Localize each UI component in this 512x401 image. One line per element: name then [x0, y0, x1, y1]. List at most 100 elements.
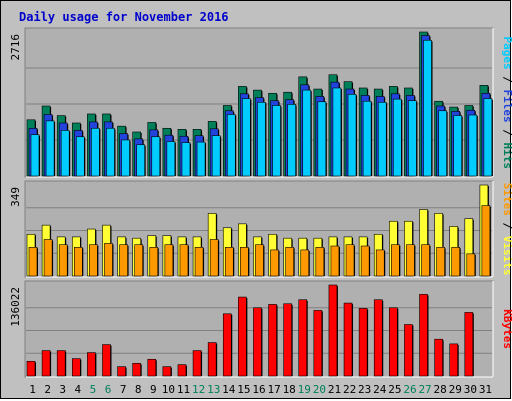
bar-kbytes-day-22 [343, 302, 353, 377]
bar-kbytes-day-12 [192, 350, 202, 377]
bar-sites-day-30 [466, 253, 476, 277]
panel-pages-files-hits: 2716 Pages / Files / Hits [9, 27, 512, 178]
x-tick-label: 14 [222, 383, 236, 396]
bar-sites-day-23 [360, 245, 370, 277]
bar-sites-day-6 [104, 243, 113, 277]
bar-sites-day-17 [270, 249, 279, 277]
bar-pages-day-18 [287, 104, 296, 177]
x-tick-label: 9 [150, 383, 157, 396]
bar-kbytes-day-6 [102, 344, 111, 377]
bar-kbytes-day-17 [268, 304, 277, 377]
x-tick-label: 16 [252, 383, 265, 396]
bar-kbytes-day-21 [328, 284, 338, 377]
bar-pages-day-30 [468, 114, 478, 177]
bar-sites-day-5 [89, 244, 98, 277]
bar-kbytes-day-18 [283, 303, 292, 377]
bar-kbytes-day-28 [434, 338, 443, 377]
bar-pages-day-16 [257, 102, 266, 177]
bar-pages-day-5 [91, 127, 100, 177]
panel-visits-sites: 349 Sites / Visits [9, 180, 512, 278]
bar-sites-day-12 [194, 247, 204, 277]
bar-kbytes-day-15 [238, 296, 247, 377]
bar-sites-day-19 [300, 249, 310, 277]
bar-sites-day-22 [345, 244, 355, 277]
bar-pages-day-27 [423, 39, 432, 177]
bar-kbytes-day-10 [162, 366, 172, 377]
bar-pages-day-8 [136, 144, 145, 177]
bar-sites-day-15 [240, 247, 249, 277]
x-axis: 1 2 3 4 5 6 7 8 9 10 11 12 13 14 15 16 17 18 19 20 21 22 23 24 2… [29, 383, 492, 396]
bar-kbytes-day-23 [358, 308, 368, 377]
bar-pages-day-15 [242, 98, 251, 177]
x-tick-label: 19 [298, 383, 311, 396]
bar-sites-day-4 [73, 247, 83, 277]
bar-kbytes-day-4 [71, 358, 81, 377]
x-tick-label: 21 [328, 383, 341, 396]
bar-sites-day-27 [421, 244, 430, 277]
x-tick-label: 5 [90, 383, 97, 396]
bar-pages-day-31 [483, 98, 493, 177]
bar-pages-day-29 [453, 115, 463, 177]
legend-visits-sites: Sites / Visits [501, 183, 512, 276]
legend-part: / [501, 70, 512, 90]
x-tick-label: 13 [207, 383, 220, 396]
bar-pages-day-11 [181, 142, 191, 177]
bar-sites-day-31 [481, 205, 491, 277]
bar-kbytes-day-29 [449, 343, 459, 377]
x-tick-label: 27 [418, 383, 431, 396]
bar-kbytes-day-25 [389, 307, 398, 377]
bar-sites-day-13 [209, 239, 219, 277]
bar-pages-day-17 [272, 105, 281, 177]
legend-part: Files [501, 90, 512, 123]
bar-pages-day-4 [75, 136, 85, 177]
bar-pages-day-14 [226, 114, 236, 177]
y-max-label: 136022 [9, 287, 22, 327]
x-tick-label: 12 [192, 383, 205, 396]
legend-part: Visits [501, 236, 512, 276]
x-tick-label: 2 [44, 383, 51, 396]
x-tick-label: 18 [283, 383, 296, 396]
legend-part: KBytes [501, 309, 512, 349]
bar-pages-day-9 [151, 136, 161, 177]
bar-sites-day-2 [43, 239, 53, 277]
bar-sites-day-29 [451, 247, 461, 277]
bar-kbytes-day-1 [26, 360, 36, 377]
bar-sites-day-14 [224, 247, 234, 277]
bar-kbytes-day-11 [177, 364, 187, 377]
x-tick-label: 28 [434, 383, 447, 396]
bar-pages-day-26 [408, 100, 417, 177]
bar-kbytes-day-8 [132, 362, 141, 377]
bar-pages-day-10 [166, 141, 176, 177]
bar-sites-day-3 [58, 244, 68, 277]
x-tick-label: 29 [449, 383, 462, 396]
bar-sites-day-18 [285, 247, 294, 277]
x-tick-label: 1 [29, 383, 36, 396]
chart-title: Daily usage for November 2016 [19, 10, 229, 24]
y-max-label: 349 [9, 187, 22, 207]
bar-kbytes-day-24 [373, 299, 383, 377]
legend-pages-files-hits: Pages / Files / Hits [501, 37, 512, 170]
bar-pages-day-6 [106, 127, 115, 177]
bar-kbytes-day-9 [147, 358, 157, 377]
bar-sites-day-11 [179, 244, 189, 277]
bar-sites-day-16 [255, 244, 264, 277]
legend-part: / [501, 123, 512, 143]
bar-pages-day-13 [211, 135, 221, 177]
bar-pages-day-1 [30, 134, 40, 177]
x-tick-label: 22 [343, 383, 356, 396]
bar-pages-day-7 [121, 139, 130, 177]
bar-kbytes-day-27 [419, 294, 428, 377]
bar-sites-day-21 [330, 245, 340, 277]
bar-pages-day-24 [377, 102, 387, 177]
x-tick-label: 26 [403, 383, 416, 396]
bar-pages-day-25 [393, 98, 402, 177]
x-tick-label: 6 [105, 383, 112, 396]
bar-sites-day-28 [436, 247, 445, 277]
bar-sites-day-10 [164, 244, 174, 277]
x-tick-label: 8 [135, 383, 142, 396]
x-tick-label: 10 [162, 383, 175, 396]
panels-layer: 2716 Pages / Files / Hits 349 Sites / Visit… [9, 27, 512, 378]
x-tick-label: 23 [358, 383, 371, 396]
